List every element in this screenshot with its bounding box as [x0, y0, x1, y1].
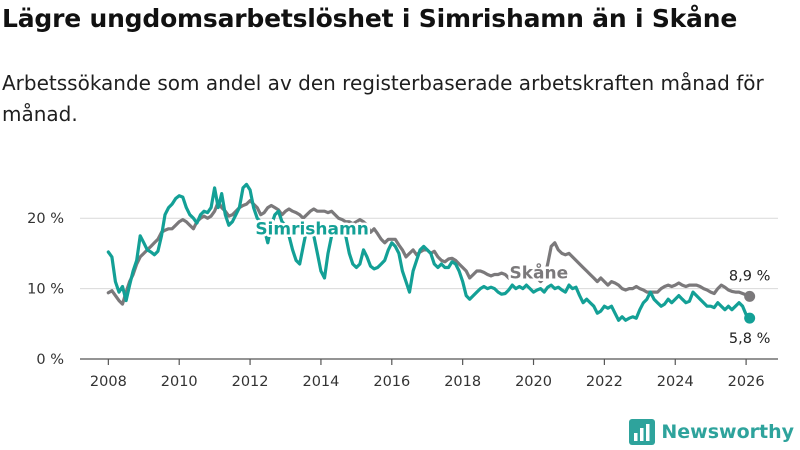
- x-tick-label: 2020: [515, 374, 552, 390]
- chart-title: Lägre ungdomsarbetslöshet i Simrishamn ä…: [2, 4, 738, 33]
- x-tick-label: 2012: [232, 374, 269, 390]
- y-axis-tick-labels: 0 % 10 % 20 %: [27, 211, 64, 368]
- y-tick-label: 0 %: [36, 352, 64, 368]
- end-markers: [744, 290, 756, 324]
- x-tick-label: 2018: [444, 374, 481, 390]
- newsworthy-icon: [629, 419, 656, 445]
- x-tick-label: 2026: [728, 374, 765, 390]
- x-tick-label: 2016: [373, 374, 410, 390]
- newsworthy-logo: Newsworthy: [629, 419, 794, 445]
- chart-subtitle: Arbetssökande som andel av den registerb…: [2, 71, 764, 126]
- y-tick-label: 10 %: [27, 282, 64, 298]
- series-lines: [106, 182, 752, 322]
- x-tick-label: 2014: [302, 374, 339, 390]
- end-marker-simrishamn: [744, 312, 756, 324]
- end-value-label-simrishamn: 5,8 %: [729, 331, 770, 347]
- x-tick-label: 2008: [90, 374, 127, 390]
- x-axis-tick-labels: 2008 2010 2012 2014 2016 2018 2020 2022 2024 2026: [90, 374, 765, 390]
- brand-name: Newsworthy: [661, 421, 794, 443]
- end-value-label-skane: 8,9 %: [729, 268, 770, 284]
- x-axis: [80, 358, 778, 365]
- end-marker-skane: [744, 290, 756, 302]
- x-tick-label: 2024: [657, 374, 694, 390]
- y-tick-label: 20 %: [27, 211, 64, 227]
- x-tick-label: 2010: [161, 374, 198, 390]
- series-labels: Simrishamn Skåne 8,9 % 5,8 %: [253, 217, 771, 347]
- series-label-skane: Skåne: [510, 262, 569, 284]
- series-line-simrishamn: [106, 182, 752, 322]
- x-tick-label: 2022: [586, 374, 623, 390]
- series-label-simrishamn: Simrishamn: [255, 219, 369, 239]
